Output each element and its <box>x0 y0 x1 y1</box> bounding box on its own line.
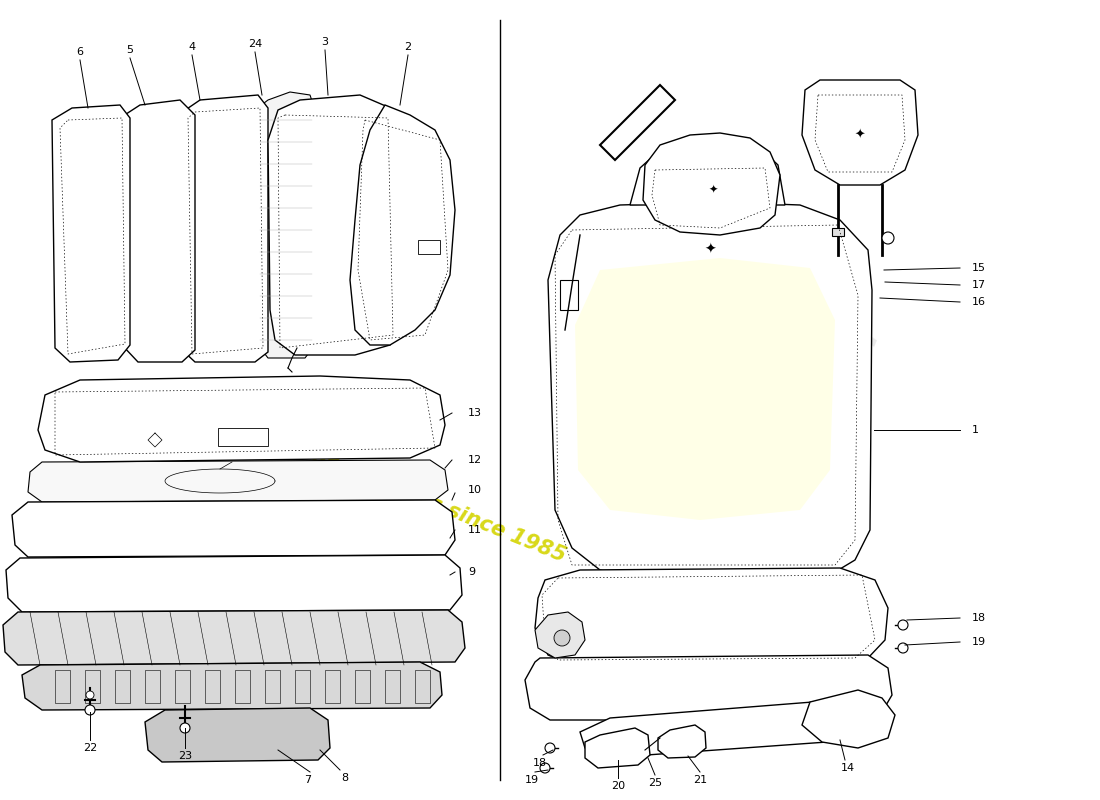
Polygon shape <box>255 92 315 358</box>
Text: 14: 14 <box>840 763 855 773</box>
Text: 15: 15 <box>972 263 986 273</box>
Text: ✦: ✦ <box>855 129 866 142</box>
Text: 19: 19 <box>525 775 539 785</box>
Polygon shape <box>28 460 448 502</box>
Polygon shape <box>575 258 835 520</box>
Polygon shape <box>802 80 918 185</box>
Polygon shape <box>580 700 870 758</box>
Polygon shape <box>350 105 455 345</box>
Polygon shape <box>22 662 442 710</box>
Polygon shape <box>525 655 892 720</box>
Polygon shape <box>12 500 455 557</box>
Text: 18: 18 <box>972 613 986 623</box>
Polygon shape <box>3 610 465 665</box>
Bar <box>116 670 130 703</box>
Circle shape <box>180 723 190 733</box>
Circle shape <box>898 643 907 653</box>
Text: 25: 25 <box>648 778 662 788</box>
Text: 20: 20 <box>610 781 625 791</box>
Text: 24: 24 <box>248 39 262 49</box>
Text: 2: 2 <box>405 42 411 52</box>
Text: 4: 4 <box>188 42 196 52</box>
Polygon shape <box>6 555 462 612</box>
Bar <box>265 670 280 703</box>
Text: 23: 23 <box>178 751 192 761</box>
Text: 3: 3 <box>321 37 329 47</box>
Bar <box>355 670 370 703</box>
Text: ✦: ✦ <box>708 185 717 195</box>
Text: 22: 22 <box>82 743 97 753</box>
Polygon shape <box>630 145 785 205</box>
Bar <box>385 670 400 703</box>
Text: 9: 9 <box>468 567 475 577</box>
Circle shape <box>554 630 570 646</box>
Text: 8: 8 <box>341 773 349 783</box>
Polygon shape <box>52 105 130 362</box>
Bar <box>832 228 844 236</box>
Text: 10: 10 <box>468 485 482 495</box>
Text: 1: 1 <box>972 425 979 435</box>
Circle shape <box>540 763 550 773</box>
Polygon shape <box>600 85 675 160</box>
Circle shape <box>898 620 907 630</box>
Text: 18: 18 <box>532 758 547 768</box>
Bar <box>418 240 440 254</box>
Text: 21: 21 <box>693 775 707 785</box>
Text: 5: 5 <box>126 45 133 55</box>
Bar <box>295 670 310 703</box>
Polygon shape <box>178 95 268 362</box>
Bar <box>205 670 220 703</box>
Polygon shape <box>535 568 888 668</box>
Bar <box>175 670 190 703</box>
Text: 11: 11 <box>468 525 482 535</box>
Bar <box>85 670 100 703</box>
Polygon shape <box>585 728 650 768</box>
Polygon shape <box>120 100 195 362</box>
Text: 19: 19 <box>972 637 986 647</box>
Bar <box>218 428 268 446</box>
Text: 7: 7 <box>305 775 311 785</box>
Text: a passion for parts since 1985: a passion for parts since 1985 <box>232 414 569 566</box>
Text: 17: 17 <box>972 280 986 290</box>
Polygon shape <box>145 708 330 762</box>
Polygon shape <box>268 95 400 355</box>
Polygon shape <box>548 202 872 580</box>
Bar <box>235 670 250 703</box>
Text: ✦: ✦ <box>704 243 716 257</box>
Text: 12: 12 <box>468 455 482 465</box>
Bar <box>415 670 430 703</box>
Polygon shape <box>535 612 585 658</box>
Bar <box>560 280 578 310</box>
Polygon shape <box>39 376 446 462</box>
Bar <box>324 670 340 703</box>
Bar <box>145 670 160 703</box>
Text: 16: 16 <box>972 297 986 307</box>
Polygon shape <box>802 690 895 748</box>
Text: AUTOPARES: AUTOPARES <box>557 215 883 385</box>
Text: 6: 6 <box>77 47 84 57</box>
Text: 13: 13 <box>468 408 482 418</box>
Polygon shape <box>658 725 706 758</box>
Circle shape <box>86 691 94 699</box>
Circle shape <box>882 232 894 244</box>
Bar <box>55 670 70 703</box>
Circle shape <box>544 743 556 753</box>
Circle shape <box>85 705 95 715</box>
Polygon shape <box>644 133 780 235</box>
Text: 1985: 1985 <box>708 359 832 441</box>
